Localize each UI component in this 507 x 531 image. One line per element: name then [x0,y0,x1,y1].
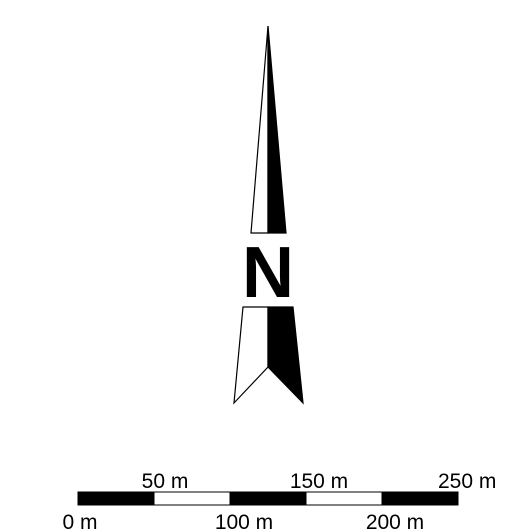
scale-label-0m: 0 m [62,511,97,531]
scale-bar-segment-3 [229,491,307,506]
north-arrow: N [233,25,304,405]
scale-bar-segment-5 [381,491,459,506]
scale-label-50m: 50 m [142,470,189,493]
scale-bar: 50 m 150 m 250 m 0 m 100 m 200 m [62,470,496,531]
scale-label-250m: 250 m [438,470,496,493]
scale-label-150m: 150 m [290,470,348,493]
scale-label-100m: 100 m [215,511,273,531]
north-arrow-tail-right-half [267,306,304,405]
scale-label-200m: 200 m [366,511,424,531]
scale-bar-segment-1 [77,491,155,506]
north-arrow-upper-left-half [250,25,269,234]
north-letter: N [242,233,294,313]
scale-bar-segment-2 [153,491,231,506]
north-arrow-upper-right-half [267,25,287,234]
north-arrow-tail-left-half [233,306,269,405]
scale-bar-segment-4 [305,491,383,506]
